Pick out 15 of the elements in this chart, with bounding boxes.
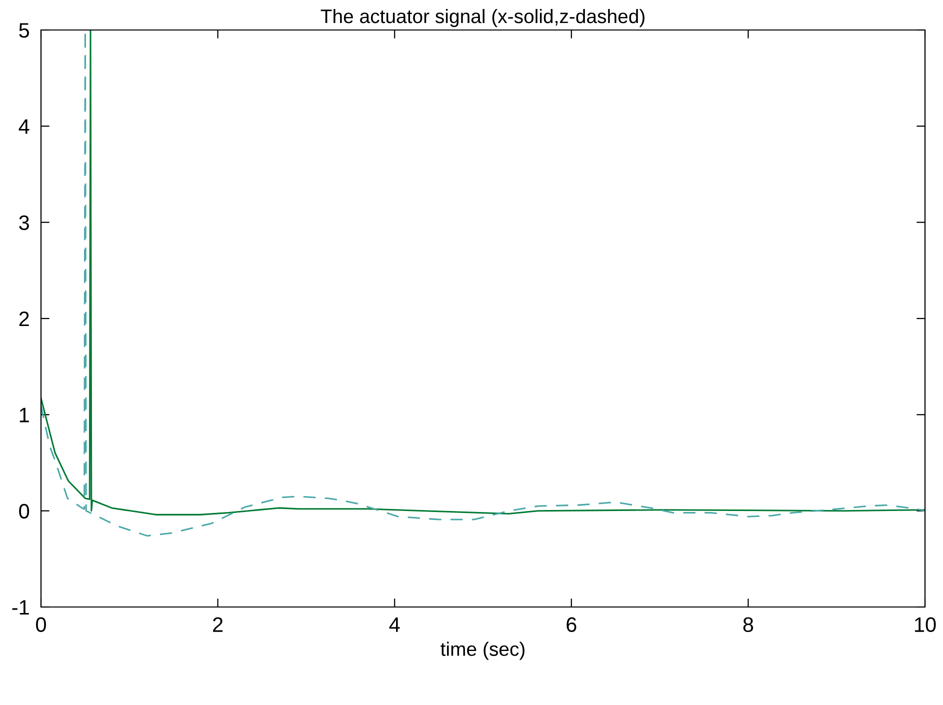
x-tick-label: 8 — [743, 617, 754, 632]
chart-title: The actuator signal (x-solid,z-dashed) — [320, 8, 644, 28]
x-axis-title: time (sec) — [440, 642, 524, 660]
x-tick-label: 6 — [566, 617, 576, 632]
x-tick-label: 4 — [389, 617, 400, 632]
y-tick-label: -1 — [12, 600, 29, 615]
y-tick-label: 4 — [18, 119, 30, 134]
y-tick-label: 1 — [20, 408, 29, 422]
y-tick-label: 2 — [19, 312, 29, 326]
x-tick-label: 0 — [36, 617, 46, 632]
y-tick-label: 0 — [19, 504, 30, 519]
x-tick-label: 2 — [213, 617, 223, 632]
y-tick-label: 5 — [19, 23, 30, 38]
x-tick-label: 10 — [915, 617, 936, 632]
y-tick-label: 3 — [19, 215, 29, 230]
